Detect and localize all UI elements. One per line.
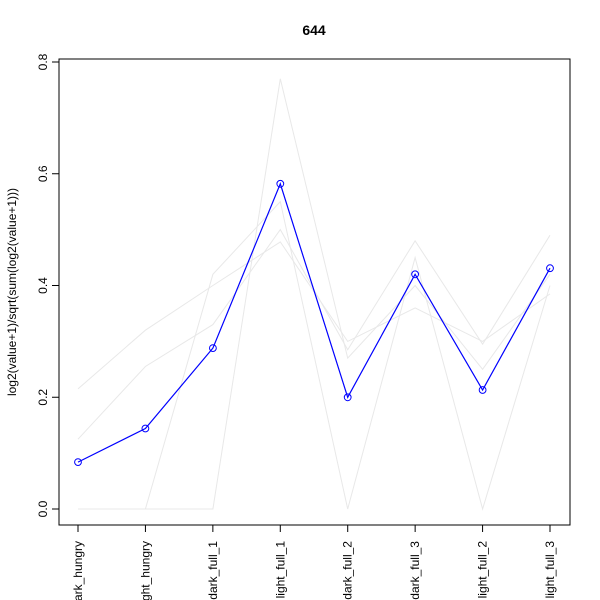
background-series-line-3	[78, 78, 551, 510]
x-tick-label: light_full_2	[476, 541, 490, 599]
data-point-5	[411, 270, 420, 279]
x-tick-label: dark_full_2	[341, 541, 355, 600]
x-axis: ark_hungry ght_hungry dark_full_1 light_ful…	[71, 524, 557, 600]
y-axis-label: log2(value+1)/sqrt(sum(log2(value+1)))	[5, 188, 19, 396]
y-tick-label: 0.0	[36, 500, 50, 517]
y-tick-label: 0.6	[36, 165, 50, 182]
data-point-4	[343, 393, 352, 402]
x-tick-label: dark_full_3	[408, 541, 422, 600]
background-series-line-2	[77, 228, 551, 440]
data-point-6	[478, 386, 487, 394]
highlight-series-line	[77, 182, 551, 463]
background-series-group	[77, 78, 551, 511]
background-series-line-4	[78, 200, 551, 511]
y-tick-label: 0.8	[36, 53, 50, 70]
y-axis: 0.0 0.2 0.4 0.6 0.8	[36, 53, 60, 517]
x-tick-label: ght_hungry	[138, 541, 152, 600]
background-series-line-1	[77, 241, 551, 390]
chart-title: 644	[302, 22, 326, 38]
y-tick-label: 0.4	[36, 277, 50, 294]
data-point-1	[141, 424, 150, 433]
x-tick-label: dark_full_1	[206, 541, 220, 600]
y-tick-label: 0.2	[36, 389, 50, 406]
x-tick-label: ark_hungry	[71, 541, 85, 600]
data-point-7	[546, 264, 554, 273]
highlight-series-group	[74, 179, 554, 467]
x-tick-label: light_full_3	[543, 541, 557, 599]
data-point-3	[276, 179, 285, 188]
x-tick-label: light_full_1	[273, 541, 287, 599]
data-point-2	[209, 344, 217, 353]
data-point-0	[74, 458, 82, 467]
